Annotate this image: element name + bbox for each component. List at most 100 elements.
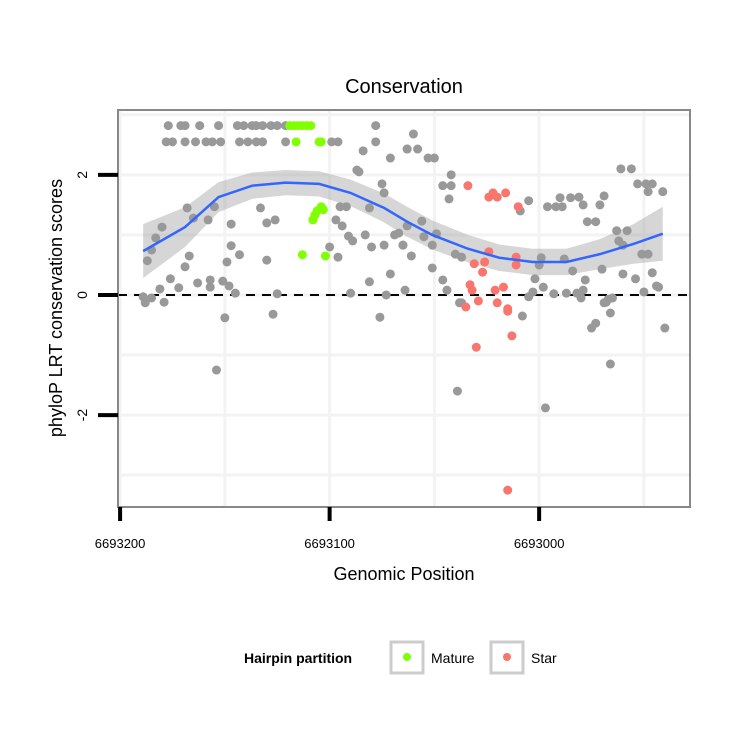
data-point-other	[654, 282, 664, 292]
data-point-other	[216, 137, 226, 147]
data-point-other	[155, 284, 165, 294]
data-point-star	[492, 192, 502, 202]
data-point-other	[605, 308, 615, 318]
data-point-other	[394, 228, 404, 238]
data-point-other	[379, 188, 389, 198]
data-point-other	[385, 153, 395, 163]
data-point-other	[423, 153, 433, 163]
data-point-other	[214, 121, 224, 131]
data-point-other	[205, 282, 215, 292]
data-point-other	[211, 365, 221, 375]
y-tick-label: -2	[74, 409, 90, 422]
data-point-other	[438, 275, 448, 285]
data-point-other	[543, 202, 553, 212]
data-point-other	[364, 203, 374, 213]
data-point-other	[555, 193, 565, 203]
data-point-star	[473, 296, 483, 306]
data-point-other	[281, 137, 291, 147]
data-point-star	[499, 282, 509, 292]
data-point-other	[205, 275, 215, 285]
data-point-other	[325, 242, 335, 252]
data-point-other	[346, 288, 356, 298]
data-point-other	[605, 359, 615, 369]
plot-panel	[118, 110, 690, 507]
data-point-other	[427, 263, 437, 273]
data-point-other	[159, 297, 169, 307]
legend-marker-star	[503, 653, 511, 661]
data-point-other	[538, 282, 548, 292]
x-axis-ticks: 6693200 6693100 6693000	[95, 507, 565, 551]
data-point-other	[647, 268, 657, 278]
data-point-other	[540, 403, 550, 413]
data-point-other	[612, 226, 622, 236]
data-point-other	[400, 285, 410, 295]
data-point-other	[157, 222, 167, 232]
data-point-other	[457, 252, 467, 262]
data-point-other	[524, 292, 534, 302]
data-point-other	[371, 137, 381, 147]
legend: Hairpin partition Mature Star	[244, 640, 557, 675]
data-point-other	[660, 323, 670, 333]
data-point-other	[224, 281, 234, 291]
data-point-other	[358, 146, 368, 156]
data-point-star	[478, 267, 488, 277]
data-point-other	[637, 249, 647, 259]
data-point-other	[180, 262, 190, 272]
data-point-other	[377, 179, 387, 189]
data-point-star	[501, 188, 511, 198]
data-point-star	[469, 259, 479, 269]
data-point-other	[417, 216, 427, 226]
data-point-other	[272, 121, 282, 131]
data-point-other	[333, 137, 343, 147]
legend-label-star: Star	[531, 650, 557, 666]
data-point-other	[151, 233, 161, 243]
data-point-other	[371, 121, 381, 131]
y-tick-label: 2	[74, 171, 90, 179]
data-point-other	[163, 121, 173, 131]
data-point-other	[239, 121, 249, 131]
data-point-other	[268, 309, 278, 319]
data-point-other	[406, 251, 416, 261]
data-point-star	[490, 285, 500, 295]
data-point-other	[203, 215, 213, 225]
data-point-other	[595, 200, 605, 210]
data-point-other	[165, 274, 175, 284]
data-point-other	[446, 170, 456, 180]
data-point-other	[452, 386, 462, 396]
legend-label-mature: Mature	[431, 650, 475, 666]
data-point-other	[364, 277, 374, 287]
data-point-other	[524, 196, 534, 206]
data-point-mature	[308, 215, 318, 225]
data-point-other	[568, 266, 578, 276]
data-point-other	[643, 249, 653, 259]
data-point-other	[622, 226, 632, 236]
data-point-other	[566, 193, 576, 203]
legend-marker-mature	[403, 653, 411, 661]
data-point-other	[591, 318, 601, 328]
data-point-other	[429, 153, 439, 163]
data-point-other	[551, 202, 561, 212]
data-point-other	[574, 192, 584, 202]
x-tick-label: 6693000	[514, 536, 565, 551]
data-point-other	[582, 217, 592, 227]
data-point-other	[220, 313, 230, 323]
x-tick-label: 6693100	[304, 536, 355, 551]
data-point-star	[503, 485, 513, 495]
legend-key-star	[489, 640, 525, 675]
y-tick-label: 0	[74, 291, 90, 299]
data-point-other	[266, 121, 276, 131]
data-point-other	[633, 179, 643, 189]
data-point-other	[147, 293, 157, 303]
data-point-other	[251, 137, 261, 147]
data-point-other	[201, 137, 211, 147]
data-point-other	[607, 293, 617, 303]
data-point-other	[191, 137, 201, 147]
data-point-other	[222, 257, 232, 267]
data-point-other	[333, 252, 343, 262]
smooth-line	[142, 181, 664, 264]
x-axis-label: Genomic Position	[333, 564, 474, 584]
data-point-other	[446, 181, 456, 191]
data-point-other	[327, 137, 337, 147]
